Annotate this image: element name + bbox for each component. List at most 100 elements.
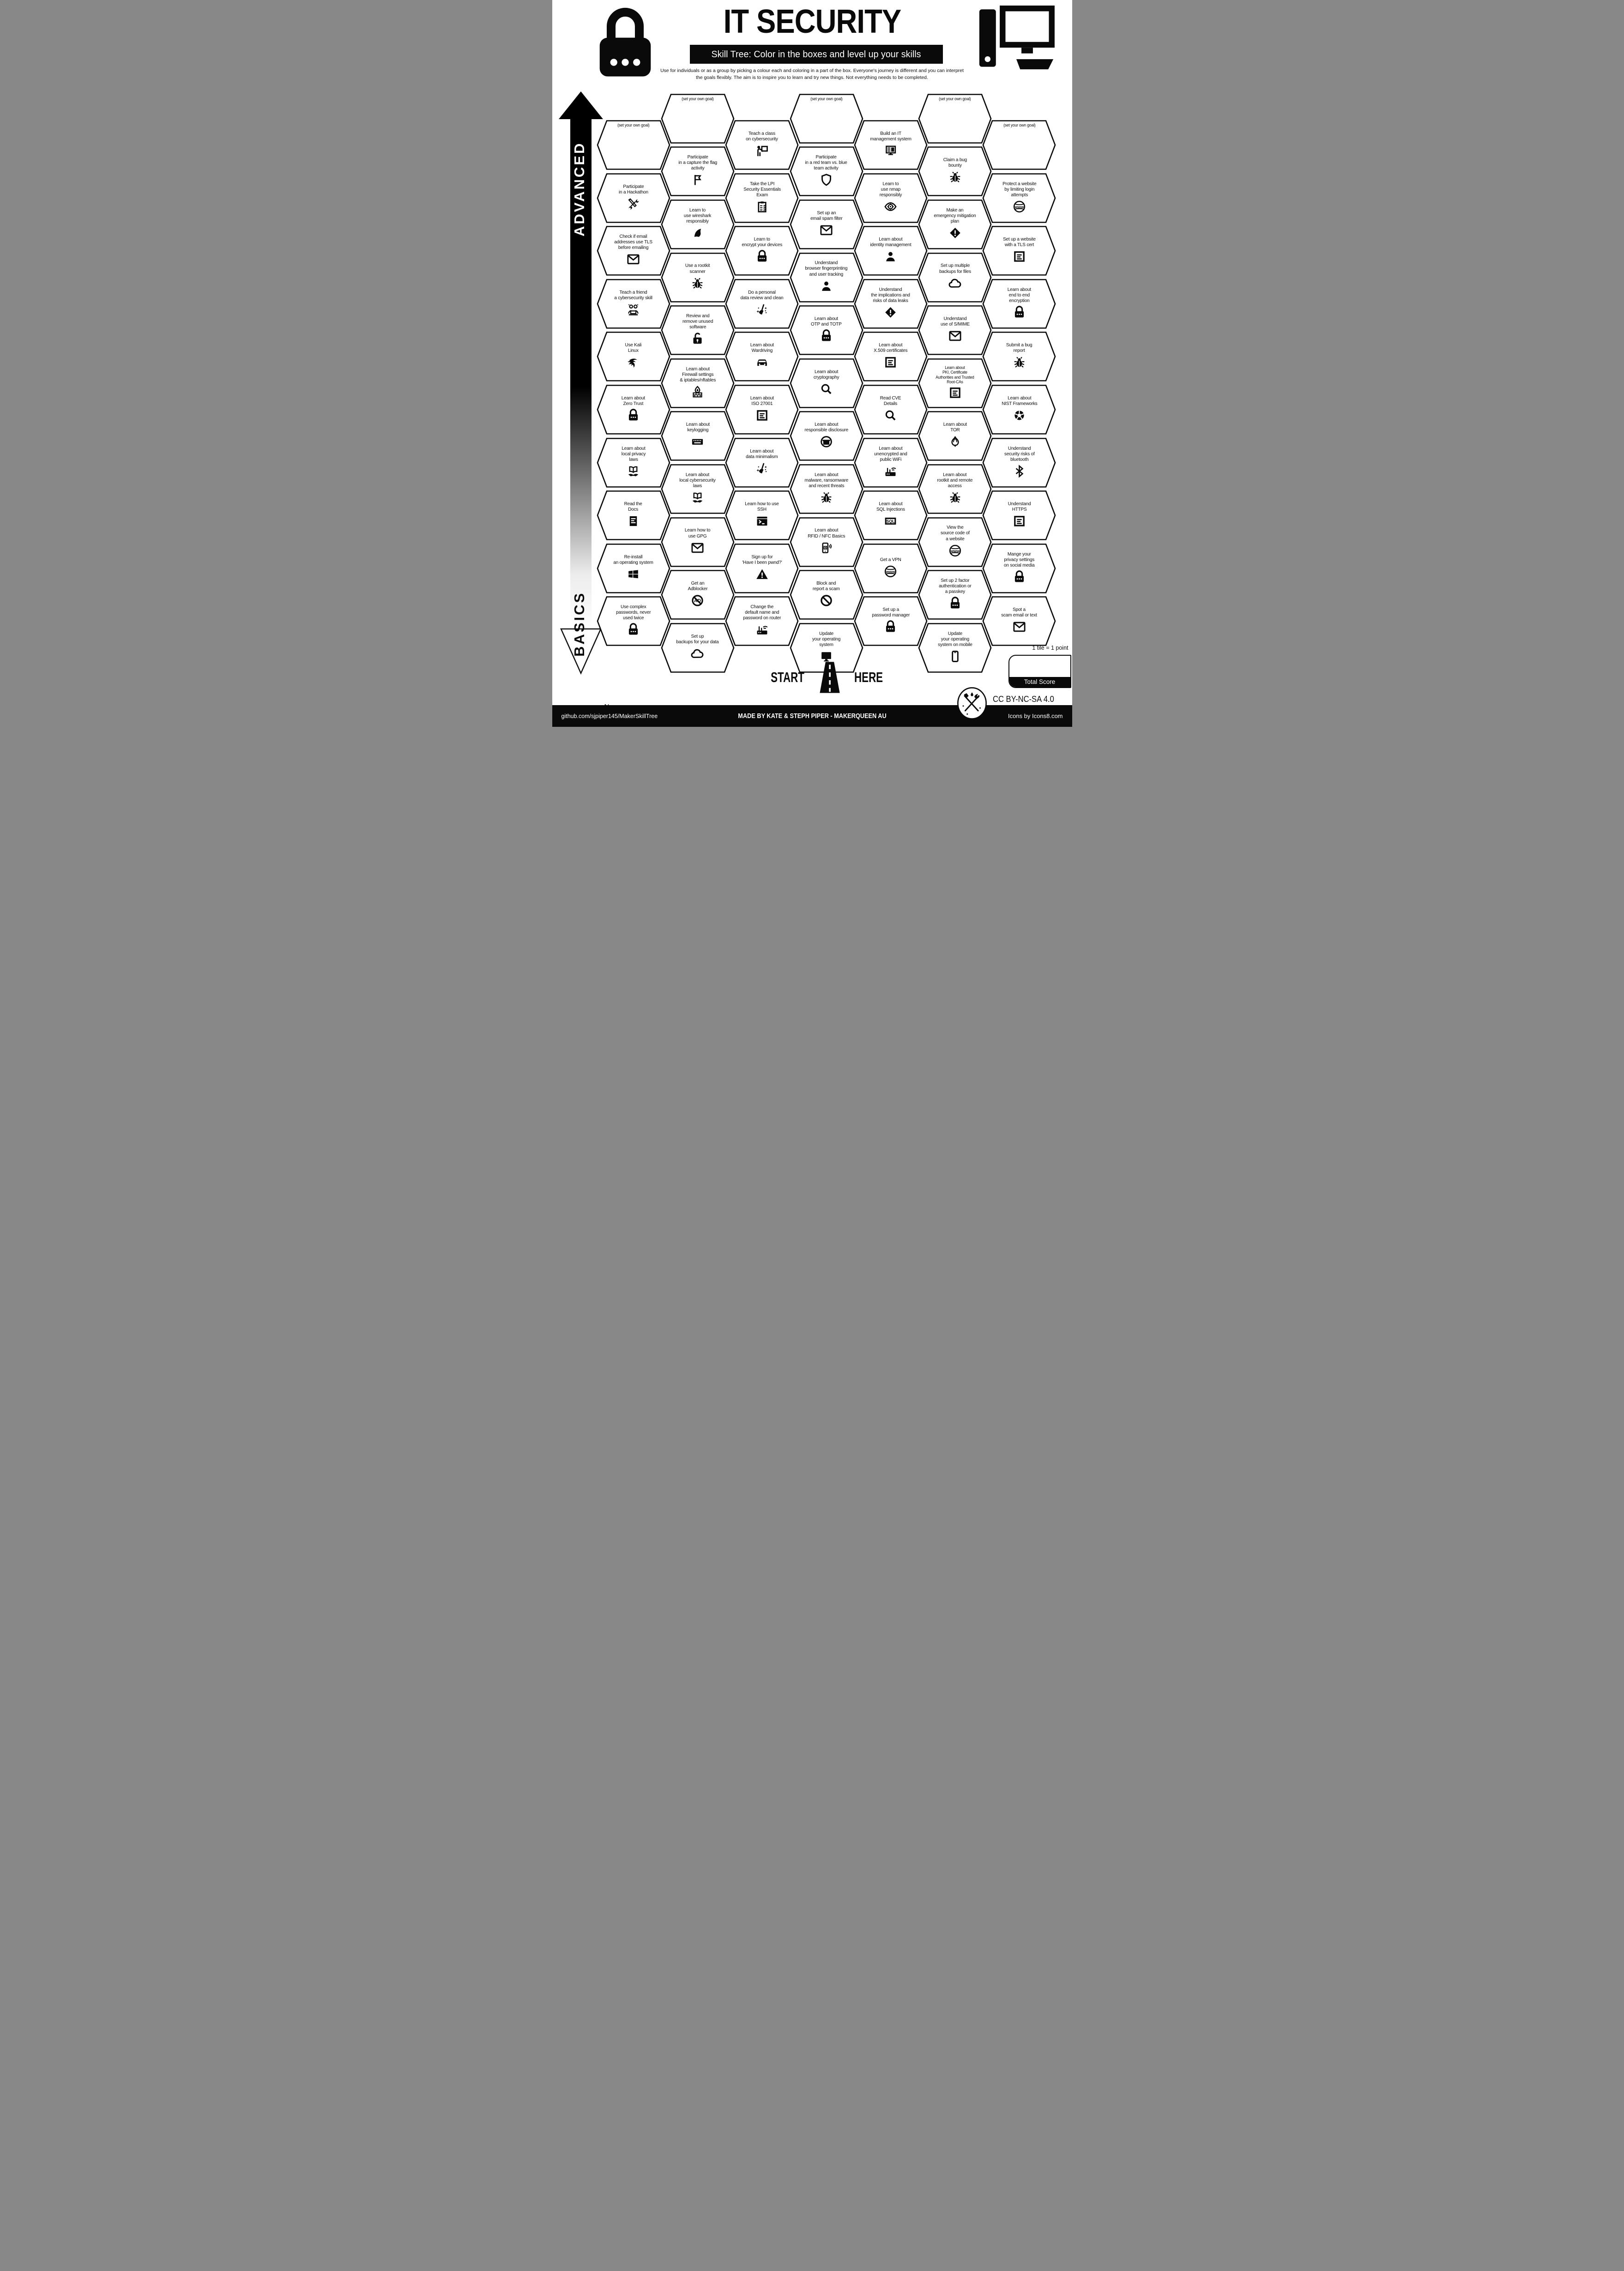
skill-hex[interactable]: Learn to encrypt your devices [725, 225, 799, 276]
skill-hex[interactable]: Participate in a Hackathon [597, 173, 670, 223]
skill-hex[interactable]: Set up a website with a TLS cert [982, 225, 1056, 276]
skill-hex[interactable]: Learn about keylogging [661, 411, 735, 461]
hex-outline [790, 358, 863, 408]
goal-hex[interactable]: (set your own goal) [661, 93, 735, 144]
skill-hex[interactable]: Learn about Zero Trust [597, 384, 670, 435]
skill-hex[interactable]: Block and report a scam [790, 569, 863, 620]
skill-hex[interactable]: Use complex passwords, never used twice [597, 596, 670, 646]
skill-hex[interactable]: Participate in a red team vs. blue team … [790, 146, 863, 197]
skill-hex[interactable]: Learn about unencrypted and public WiFi [854, 437, 928, 488]
skill-label: (set your own goal) [617, 123, 650, 127]
goal-hex[interactable]: (set your own goal) [790, 93, 863, 144]
skill-hex[interactable]: Spot a scam email or text [982, 596, 1056, 646]
skill-label: Learn about OTP and TOTP [811, 316, 842, 327]
skill-hex[interactable]: Learn about local privacy laws [597, 437, 670, 488]
skill-hex[interactable]: Understand the implications and risks of… [854, 278, 928, 329]
skill-hex[interactable]: Set up 2 factor authentication or a pass… [918, 569, 992, 620]
skill-hex[interactable]: Learn about malware, ransomware and rece… [790, 464, 863, 514]
skill-hex[interactable]: Learn about Wardriving [725, 331, 799, 382]
skill-label: Protect a website by limiting login atte… [1002, 181, 1037, 198]
hex-outline [790, 146, 863, 197]
skill-hex[interactable]: Learn how to use SSH [725, 490, 799, 541]
skill-hex[interactable]: Read CVE Details [854, 384, 928, 435]
skill-hex[interactable]: Build an IT management system [854, 120, 928, 170]
skill-hex[interactable]: Learn how to use GPG [661, 517, 735, 568]
hex-outline [597, 332, 670, 382]
skill-label: Set up multiple backups for files [939, 263, 971, 274]
hex-content: Update your operating system on mobile [918, 622, 992, 673]
skill-hex[interactable]: Get a VPN www [854, 543, 928, 594]
skill-hex[interactable]: Teach a class on cybersecurity [725, 120, 799, 170]
total-score-box[interactable]: Total Score [1008, 655, 1071, 688]
skill-hex[interactable]: Get an AdblockerAD [661, 569, 735, 620]
footer-repo-link[interactable]: github.com/sjpiper145/MakerSkillTree [561, 713, 658, 719]
hex-content: Learn about data minimalism [725, 437, 799, 488]
magnifier-icon [819, 382, 833, 396]
hex-content: Set up multiple backups for files [918, 252, 992, 303]
skill-hex[interactable]: Protect a website by limiting login atte… [982, 173, 1056, 223]
skill-label: Set up backups for your data [676, 634, 719, 645]
skill-hex[interactable]: Learn about local cybersecurity laws [661, 464, 735, 514]
skill-hex[interactable]: Set up multiple backups for files [918, 252, 992, 303]
skill-hex[interactable]: Teach a friend a cybersecurity skill [597, 278, 670, 329]
skill-hex[interactable]: Learn about cryptography [790, 358, 863, 409]
skill-hex[interactable]: Check if email addresses use TLS before … [597, 225, 670, 276]
skill-hex[interactable]: Learn to use wireshark responsibly [661, 199, 735, 250]
goal-hex[interactable]: (set your own goal) [982, 120, 1056, 170]
skill-hex[interactable]: Learn about ISO 27001 [725, 384, 799, 435]
skill-hex[interactable]: Take the LPI Security Essentials Exam [725, 173, 799, 223]
skill-hex[interactable]: Update your operating system [790, 622, 863, 673]
shield-icon [819, 173, 833, 187]
skill-hex[interactable]: Set up an email spam filter [790, 199, 863, 250]
hex-content: (set your own goal) [982, 120, 1056, 170]
skill-hex[interactable]: Learn about TOR [918, 411, 992, 461]
skill-hex[interactable]: Change the default name and password on … [725, 596, 799, 646]
skill-hex[interactable]: Set up backups for your data [661, 622, 735, 673]
skill-hex[interactable]: Understand browser fingerprinting and us… [790, 252, 863, 303]
skill-hex[interactable]: Understand use of S/MIME [918, 305, 992, 356]
skill-hex[interactable]: Set up a password manager [854, 596, 928, 646]
hex-outline [982, 543, 1056, 593]
skill-hex[interactable]: Learn about identity management [854, 225, 928, 276]
hex-outline [918, 93, 992, 144]
hex-content: Understand security risks of bluetooth [982, 437, 1056, 488]
skill-hex[interactable]: Learn about responsible disclosure [790, 411, 863, 461]
hex-outline [790, 93, 863, 144]
skill-hex[interactable]: Learn about OTP and TOTP [790, 305, 863, 356]
skill-hex[interactable]: Read the Docs [597, 490, 670, 541]
skill-hex[interactable]: Learn about X.509 certificates [854, 331, 928, 382]
hex-outline [854, 120, 928, 170]
skill-hex[interactable]: Learn about NIST Frameworks [982, 384, 1056, 435]
skill-hex[interactable]: Submit a bug report [982, 331, 1056, 382]
skill-hex[interactable]: Use Kali Linux [597, 331, 670, 382]
skill-hex[interactable]: View the source code of a website www [918, 517, 992, 568]
skill-hex[interactable]: Learn to use nmap responsibly [854, 173, 928, 223]
skill-hex[interactable]: Understand HTTPS [982, 490, 1056, 541]
skill-hex[interactable]: Update your operating system on mobile [918, 622, 992, 673]
nfc-phone-icon [819, 541, 833, 555]
skill-hex[interactable]: Use a rootkit scanner [661, 252, 735, 303]
skill-hex[interactable]: Learn about data minimalism [725, 437, 799, 488]
skill-hex[interactable]: Learn about SQL Injections SQL [854, 490, 928, 541]
skill-hex[interactable]: Participate in a capture the flag activi… [661, 146, 735, 197]
skill-hex[interactable]: Learn about end to end encryption [982, 278, 1056, 329]
skill-hex[interactable]: Learn about Firewall settings & iptables… [661, 358, 735, 409]
goal-hex[interactable]: (set your own goal) [597, 120, 670, 170]
lock-icon [883, 620, 898, 634]
skill-hex[interactable]: Do a personal data review and clean [725, 278, 799, 329]
skill-hex[interactable]: Understand security risks of bluetooth [982, 437, 1056, 488]
hex-content: Learn about X.509 certificates [854, 331, 928, 382]
skill-hex[interactable]: Sign up for 'Have I been pwnd?' [725, 543, 799, 594]
hex-outline [661, 411, 735, 461]
skill-hex[interactable]: Claim a bug bounty [918, 146, 992, 197]
skill-hex[interactable]: Review and remove unused software [661, 305, 735, 356]
bug-icon [948, 170, 962, 184]
skill-hex[interactable]: Re-install an operating system [597, 543, 670, 594]
skill-hex[interactable]: Learn about RFID / NFC Basics [790, 517, 863, 568]
skill-hex[interactable]: Mange your privacy settings on social me… [982, 543, 1056, 594]
skill-hex[interactable]: Make an emergency mitigation plan [918, 199, 992, 250]
skill-hex[interactable]: Learn about PKI, Certificate Authorities… [918, 358, 992, 409]
goal-hex[interactable]: (set your own goal) [918, 93, 992, 144]
hex-content: Understand the implications and risks of… [854, 278, 928, 329]
skill-hex[interactable]: Learn about rootkit and remote access [918, 464, 992, 514]
